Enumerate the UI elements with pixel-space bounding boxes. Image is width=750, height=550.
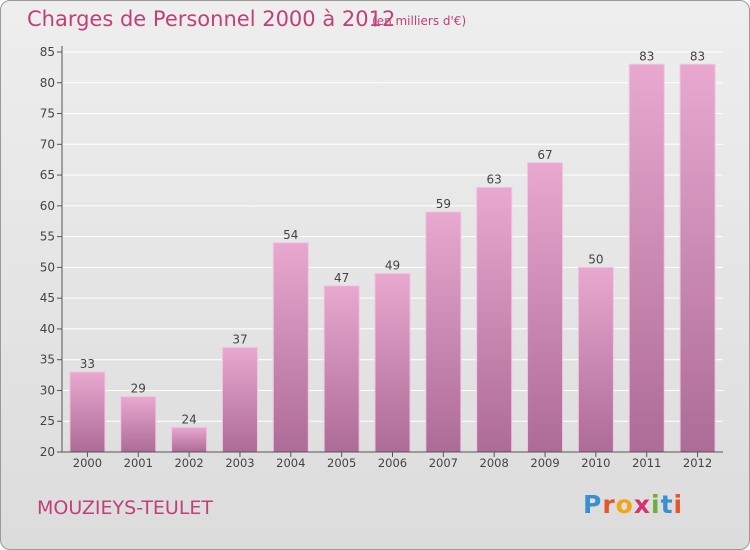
x-tick-label-2007: 2007 bbox=[429, 456, 458, 470]
bar-2003 bbox=[221, 346, 258, 453]
logo-letter: i bbox=[673, 490, 684, 519]
bar-2009 bbox=[527, 162, 564, 453]
y-tick-label: 80 bbox=[40, 76, 55, 90]
data-label-2002: 24 bbox=[181, 412, 196, 426]
x-tick-label-2006: 2006 bbox=[378, 456, 407, 470]
x-tick-label-2000: 2000 bbox=[73, 456, 102, 470]
data-label-2008: 63 bbox=[487, 172, 502, 186]
bar-2004 bbox=[272, 242, 309, 453]
y-tick-label: 75 bbox=[40, 107, 55, 121]
axes: 20 25 30 35 40 45 50 55 60 65 70 75 80 85 2000 2001 2002… bbox=[40, 45, 723, 470]
y-tick-label: 65 bbox=[40, 168, 55, 182]
bar-2002 bbox=[171, 426, 208, 453]
y-tick-label: 85 bbox=[40, 45, 55, 59]
y-tick-label: 30 bbox=[40, 383, 55, 397]
data-label-2004: 54 bbox=[283, 228, 298, 242]
commune-name: MOUZIEYS-TEULET bbox=[37, 497, 214, 519]
bar-2000 bbox=[69, 371, 106, 453]
x-tick-label-2009: 2009 bbox=[530, 456, 559, 470]
bars: 33 29 24 37 54 47 49 59 63 67 50 83 83 bbox=[69, 49, 716, 453]
chart-title: Charges de Personnel 2000 à 2012 bbox=[27, 7, 396, 31]
proxiti-logo: Proxiti bbox=[583, 490, 683, 519]
logo-letter: P bbox=[583, 490, 603, 519]
logo-letter: i bbox=[651, 490, 661, 519]
y-tick-label: 20 bbox=[40, 445, 55, 459]
bar-2006 bbox=[374, 273, 411, 453]
bar-2012 bbox=[679, 63, 716, 453]
x-tick-label-2005: 2005 bbox=[327, 456, 356, 470]
y-tick-label: 25 bbox=[40, 414, 55, 428]
y-tick-label: 35 bbox=[40, 353, 55, 367]
data-label-2005: 47 bbox=[334, 271, 349, 285]
data-label-2006: 49 bbox=[385, 259, 400, 273]
chart-subtitle: (en milliers d'€) bbox=[372, 14, 467, 28]
bar-2007 bbox=[425, 211, 462, 453]
data-label-2011: 83 bbox=[639, 49, 654, 63]
logo-letter: x bbox=[633, 490, 651, 519]
x-tick-label-2010: 2010 bbox=[581, 456, 610, 470]
data-label-2010: 50 bbox=[588, 252, 603, 266]
x-tick-label-2012: 2012 bbox=[683, 456, 712, 470]
y-tick-label: 70 bbox=[40, 137, 55, 151]
data-label-2003: 37 bbox=[232, 332, 247, 346]
y-tick-label: 60 bbox=[40, 199, 55, 213]
y-tick-label: 45 bbox=[40, 291, 55, 305]
bar-2001 bbox=[120, 396, 157, 453]
bar-2011 bbox=[628, 63, 665, 453]
x-tick-label-2003: 2003 bbox=[225, 456, 254, 470]
y-tick-label: 50 bbox=[40, 260, 55, 274]
x-tick-label-2002: 2002 bbox=[174, 456, 203, 470]
data-label-2001: 29 bbox=[131, 382, 146, 396]
data-label-2012: 83 bbox=[690, 49, 705, 63]
bar-2005 bbox=[323, 285, 360, 453]
logo-letter: r bbox=[602, 490, 616, 519]
data-label-2009: 67 bbox=[537, 148, 552, 162]
x-tick-label-2001: 2001 bbox=[124, 456, 153, 470]
logo-letter: t bbox=[660, 490, 674, 519]
x-tick-label-2008: 2008 bbox=[480, 456, 509, 470]
y-tick-label: 55 bbox=[40, 230, 55, 244]
data-label-2000: 33 bbox=[80, 357, 95, 371]
bar-2010 bbox=[577, 266, 614, 453]
x-tick-label-2011: 2011 bbox=[632, 456, 661, 470]
bar-2008 bbox=[476, 186, 513, 453]
x-tick-label-2004: 2004 bbox=[276, 456, 305, 470]
y-tick-label: 40 bbox=[40, 322, 55, 336]
data-label-2007: 59 bbox=[436, 197, 451, 211]
logo-letter: o bbox=[615, 490, 634, 519]
